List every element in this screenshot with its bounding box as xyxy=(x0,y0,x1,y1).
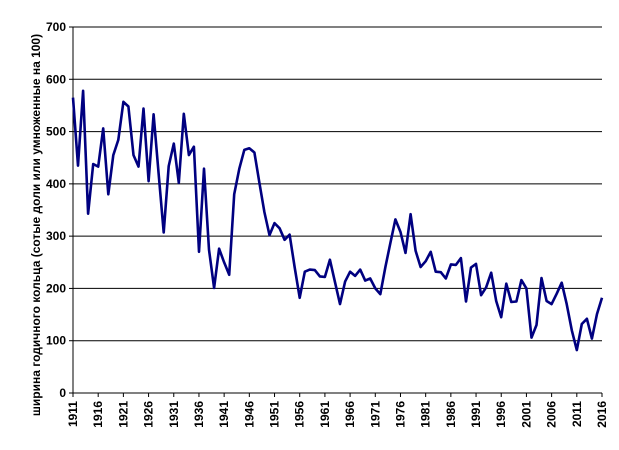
x-tick-label: 1966 xyxy=(343,401,357,428)
x-tick-label: 1946 xyxy=(242,401,256,428)
series-line xyxy=(71,89,604,352)
x-tick-label: 1941 xyxy=(217,401,231,428)
x-tick-label: 1976 xyxy=(393,401,407,428)
x-tick-label: 1931 xyxy=(167,401,181,428)
x-tick-label: 1956 xyxy=(293,401,307,428)
y-axis-ticks: 0 100 200 300 400 500 600 700 xyxy=(46,20,73,400)
y-axis-label: ширина годичного кольца (сотые доли или … xyxy=(29,34,43,416)
x-tick-label: 1916 xyxy=(91,401,105,428)
x-tick-label: 2006 xyxy=(545,401,559,428)
x-tick-label: 1911 xyxy=(66,401,80,427)
x-tick-label: 1981 xyxy=(419,401,433,428)
y-tick-label: 200 xyxy=(46,281,66,295)
x-tick-label: 1921 xyxy=(116,401,130,428)
x-tick-label: 2001 xyxy=(519,401,533,428)
y-tick-label: 100 xyxy=(46,334,66,348)
grid-lines xyxy=(73,26,602,342)
y-tick-label: 600 xyxy=(46,72,66,86)
x-tick-label: 1986 xyxy=(444,401,458,428)
x-axis-ticks: 1911 1916 1921 1926 1931 1936 1941 1946 1951 1956… xyxy=(66,393,609,428)
y-tick-label: 400 xyxy=(46,177,66,191)
y-tick-label: 500 xyxy=(46,125,66,139)
x-tick-label: 2016 xyxy=(595,401,609,428)
x-tick-label: 1991 xyxy=(469,401,483,428)
x-tick-label: 1961 xyxy=(318,401,332,428)
x-tick-label: 1926 xyxy=(142,401,156,428)
x-tick-label: 2011 xyxy=(570,401,584,427)
x-tick-label: 1996 xyxy=(494,401,508,428)
x-tick-label: 1936 xyxy=(192,401,206,428)
x-tick-label: 1971 xyxy=(368,401,382,428)
y-tick-label: 700 xyxy=(46,20,66,34)
y-tick-label: 300 xyxy=(46,229,66,243)
y-tick-label: 0 xyxy=(59,386,66,400)
x-tick-label: 1951 xyxy=(268,401,282,428)
